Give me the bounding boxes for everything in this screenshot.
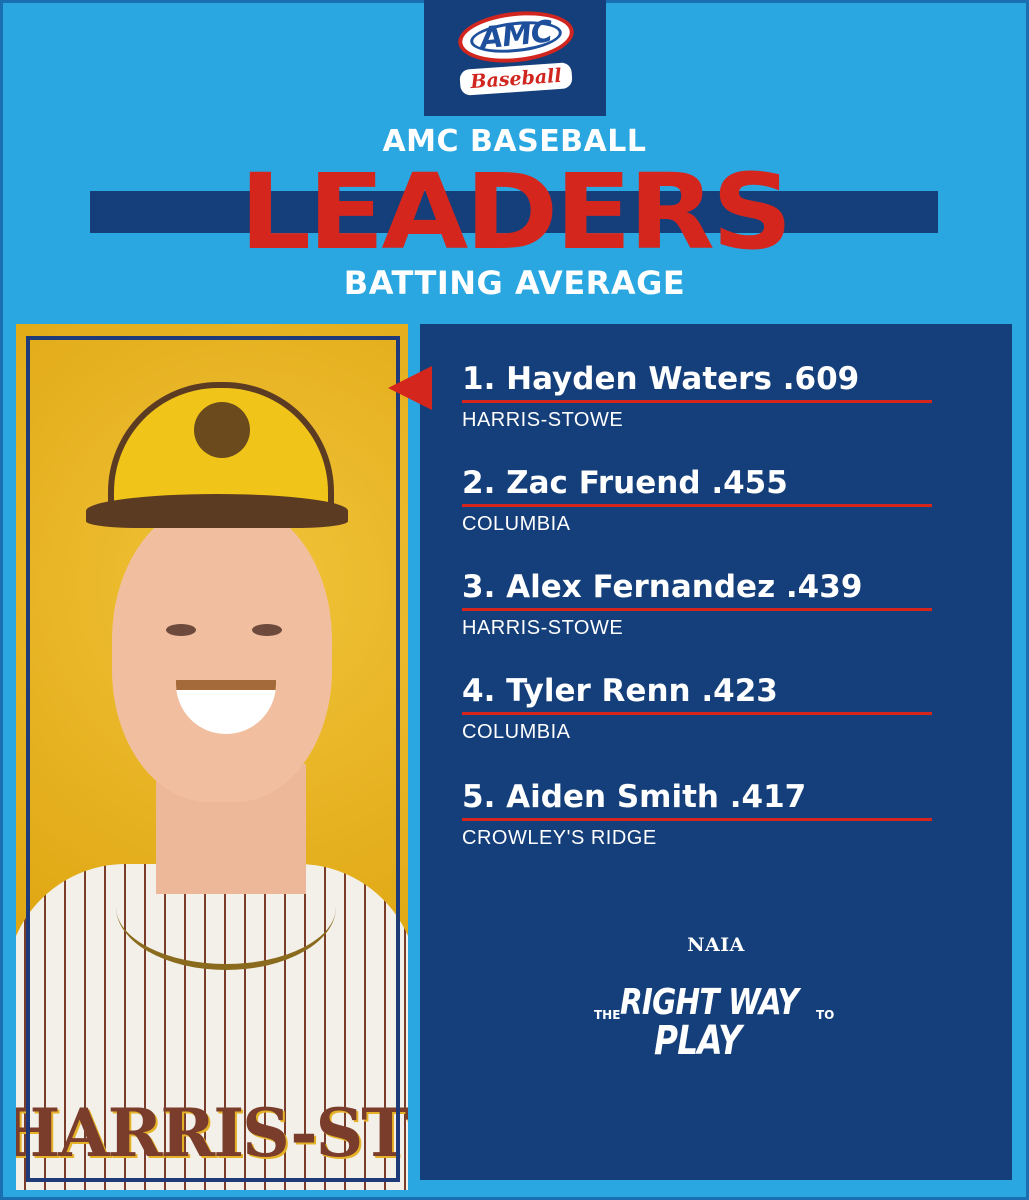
leader-name: 2. Zac Fruend .455 (462, 465, 788, 501)
amc-baseball-logo: AMC Baseball (424, 0, 606, 116)
leader-name: 3. Alex Fernandez .439 (462, 569, 863, 605)
player-photo: HARRIS-STOW (16, 324, 408, 1190)
leader-underline (462, 504, 932, 507)
right-way-to-play-tagline: THE RIGHT WAY TO PLAY (594, 982, 854, 1072)
eye-icon (166, 624, 196, 636)
title-conference: AMC BASEBALL (382, 124, 647, 159)
tagline-play: PLAY (654, 1018, 742, 1064)
pointer-arrow-icon (388, 366, 432, 410)
leader-row-4: 4. Tyler Renn .423 COLUMBIA (462, 672, 1002, 744)
leader-team: CROWLEY'S RIDGE (462, 827, 657, 849)
leader-row-2: 2. Zac Fruend .455 COLUMBIA (462, 464, 1002, 536)
leader-team: COLUMBIA (462, 513, 571, 535)
leader-underline (462, 818, 932, 821)
hornet-logo-icon (194, 402, 250, 458)
leader-name: 4. Tyler Renn .423 (462, 673, 778, 709)
eye-icon (252, 624, 282, 636)
title-stat-category: BATTING AVERAGE (343, 264, 686, 302)
leader-underline (462, 608, 932, 611)
leader-team: COLUMBIA (462, 721, 571, 743)
leader-underline (462, 712, 932, 715)
leader-underline (462, 400, 932, 403)
leader-name: 5. Aiden Smith .417 (462, 779, 807, 815)
tagline-right-way: RIGHT WAY (620, 982, 799, 1023)
leader-team: HARRIS-STOWE (462, 617, 624, 639)
naia-logo: NAIA (687, 934, 745, 956)
cap-brim (86, 494, 348, 528)
title-band (90, 191, 938, 233)
leader-name: 1. Hayden Waters .609 (462, 361, 860, 397)
leader-team: HARRIS-STOWE (462, 409, 624, 431)
jersey-lettering: HARRIS-STOW (16, 1094, 408, 1172)
tagline-to: TO (816, 1008, 835, 1022)
necklace (116, 844, 336, 970)
player-face (112, 502, 332, 802)
leader-row-1: 1. Hayden Waters .609 HARRIS-STOWE (462, 360, 1002, 432)
logo-baseball-text: Baseball (459, 62, 573, 96)
leader-row-5: 5. Aiden Smith .417 CROWLEY'S RIDGE (462, 778, 1002, 850)
leaders-panel (420, 324, 1012, 1180)
leader-row-3: 3. Alex Fernandez .439 HARRIS-STOWE (462, 568, 1002, 640)
title-leaders: LEADERS (239, 151, 793, 273)
tagline-the: THE (594, 1008, 621, 1022)
